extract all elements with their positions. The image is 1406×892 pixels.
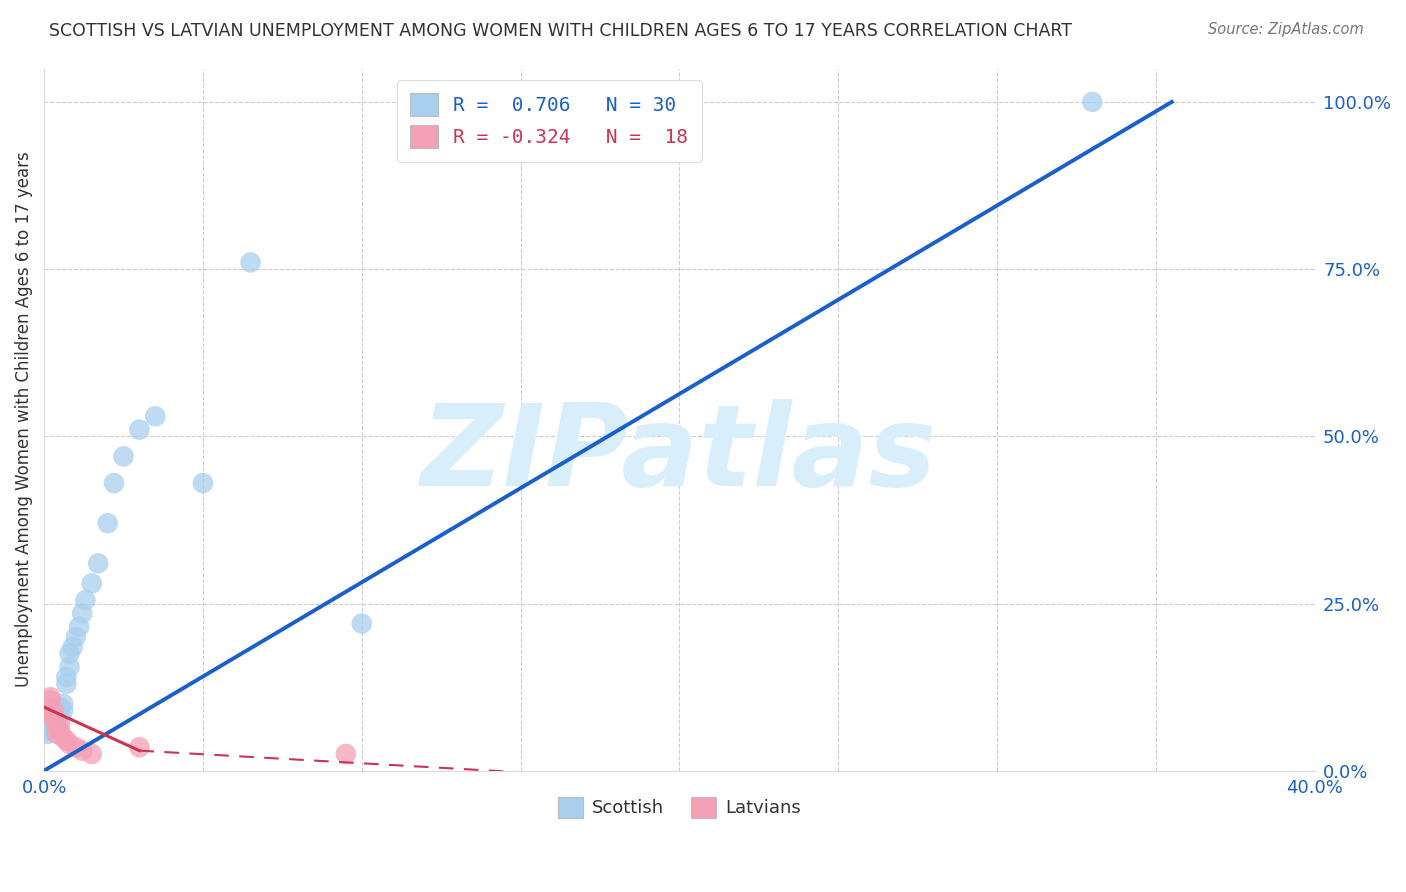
- Point: [42, 714, 65, 728]
- Point: [239, 255, 262, 269]
- Point: [67, 620, 90, 634]
- Point: [37, 727, 59, 741]
- Point: [39, 723, 62, 738]
- Point: [55, 677, 77, 691]
- Point: [143, 409, 166, 424]
- Point: [87, 557, 110, 571]
- Point: [128, 423, 150, 437]
- Point: [45, 727, 67, 741]
- Text: SCOTTISH VS LATVIAN UNEMPLOYMENT AMONG WOMEN WITH CHILDREN AGES 6 TO 17 YEARS CO: SCOTTISH VS LATVIAN UNEMPLOYMENT AMONG W…: [49, 22, 1073, 40]
- Point: [103, 476, 125, 491]
- Point: [49, 717, 72, 731]
- Point: [39, 690, 62, 705]
- Legend: Scottish, Latvians: Scottish, Latvians: [550, 789, 808, 825]
- Point: [45, 717, 67, 731]
- Point: [55, 733, 77, 747]
- Text: Source: ZipAtlas.com: Source: ZipAtlas.com: [1208, 22, 1364, 37]
- Point: [75, 593, 97, 607]
- Point: [45, 710, 67, 724]
- Point: [65, 740, 87, 755]
- Point: [97, 516, 120, 531]
- Point: [39, 693, 62, 707]
- Point: [112, 450, 135, 464]
- Point: [70, 607, 93, 621]
- Point: [42, 704, 65, 718]
- Point: [49, 723, 72, 738]
- Point: [55, 670, 77, 684]
- Point: [70, 744, 93, 758]
- Point: [62, 640, 84, 654]
- Point: [128, 740, 150, 755]
- Point: [58, 647, 80, 661]
- Point: [49, 700, 72, 714]
- Point: [191, 476, 214, 491]
- Point: [52, 697, 75, 711]
- Point: [42, 720, 65, 734]
- Y-axis label: Unemployment Among Women with Children Ages 6 to 17 years: Unemployment Among Women with Children A…: [15, 152, 32, 688]
- Point: [42, 710, 65, 724]
- Text: ZIPatlas: ZIPatlas: [422, 400, 938, 510]
- Point: [80, 576, 103, 591]
- Point: [52, 731, 75, 745]
- Point: [80, 747, 103, 761]
- Point: [37, 700, 59, 714]
- Point: [37, 706, 59, 721]
- Point: [45, 720, 67, 734]
- Point: [58, 660, 80, 674]
- Point: [52, 704, 75, 718]
- Point: [335, 747, 357, 761]
- Point: [1081, 95, 1104, 109]
- Point: [350, 616, 373, 631]
- Point: [65, 630, 87, 644]
- Point: [58, 737, 80, 751]
- Point: [49, 706, 72, 721]
